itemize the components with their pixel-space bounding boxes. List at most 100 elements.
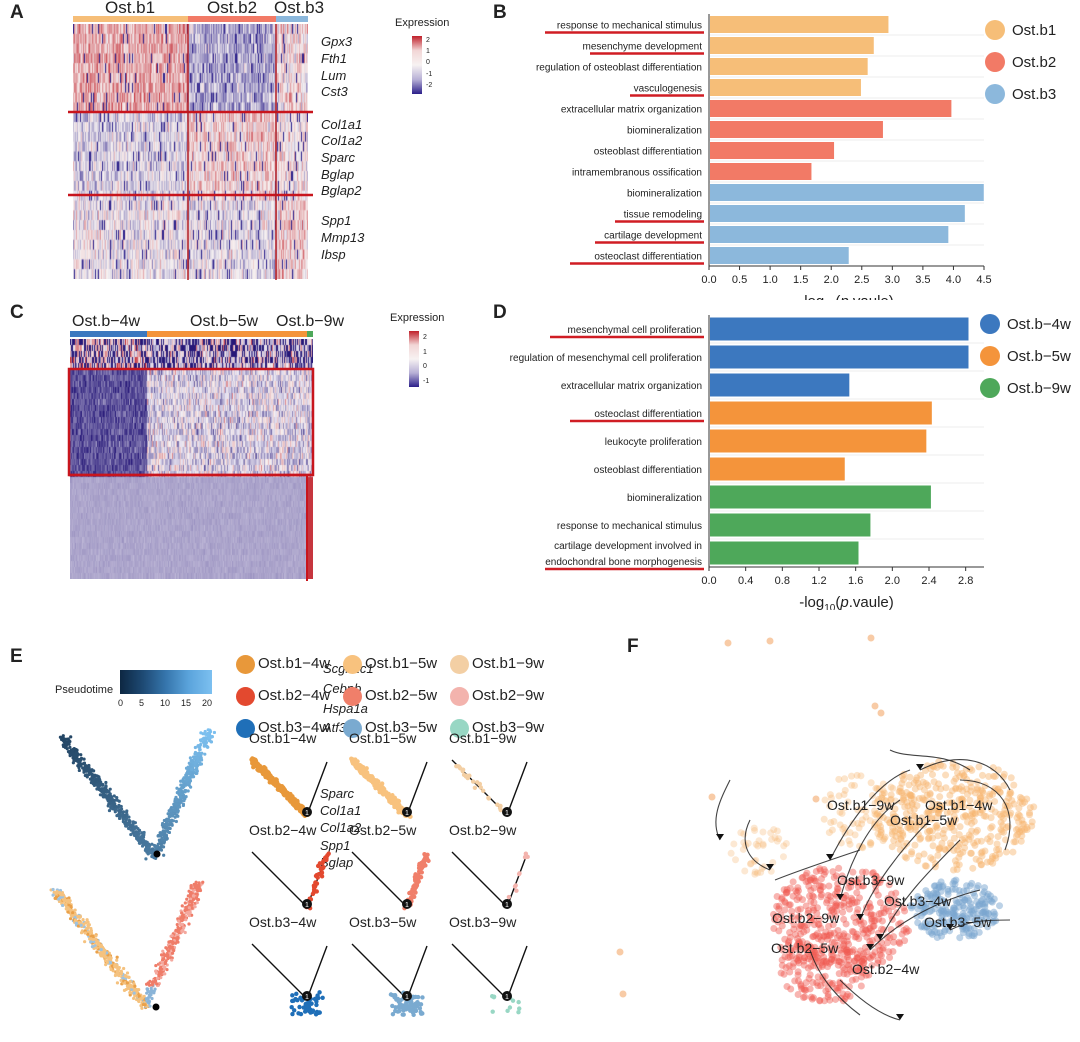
cell-point [875, 785, 883, 793]
cell-point [843, 961, 851, 969]
cell-point [810, 884, 818, 892]
cell-point [912, 819, 920, 827]
cell-point [84, 766, 88, 771]
cell-point [947, 817, 955, 825]
cell-point [798, 874, 806, 882]
cell-point [178, 927, 182, 931]
group-label-9w: Ost.b−9w [276, 313, 345, 330]
category-label: biomineralization [627, 493, 702, 504]
cell-point [935, 845, 943, 853]
cell-point [803, 948, 811, 956]
cell-point [807, 897, 815, 905]
cell-point [848, 772, 856, 780]
cell-point [290, 993, 295, 998]
cell-point [140, 1006, 144, 1010]
cell-point [178, 805, 182, 809]
cell-point [183, 788, 187, 793]
cell-point [103, 955, 108, 959]
cell-point [946, 839, 954, 847]
cell-point [978, 806, 986, 814]
cell-point [90, 944, 95, 949]
cell-point [950, 827, 958, 835]
cell-point [73, 918, 78, 922]
cell-point [797, 922, 805, 930]
cell-point [858, 868, 866, 876]
cell-point [949, 906, 957, 914]
cell-point [971, 810, 979, 818]
cell-point [996, 850, 1004, 858]
cell-point [797, 981, 805, 989]
cell-point [899, 829, 907, 837]
cell-point [926, 789, 934, 797]
cell-point [751, 827, 759, 835]
cell-point [877, 828, 885, 836]
cell-point [801, 954, 809, 962]
cell-point [893, 816, 901, 824]
cell-point [115, 958, 119, 962]
category-label: response to mechanical stimulus [557, 21, 702, 32]
cell-point [900, 792, 908, 800]
cell-point [156, 834, 160, 838]
cell-point [525, 854, 530, 860]
cell-point [906, 791, 914, 799]
cell-point [984, 923, 992, 931]
cell-point [193, 745, 197, 750]
cell-point [69, 735, 73, 739]
cell-point [856, 947, 864, 955]
cell-point [880, 796, 888, 804]
cell-point [919, 909, 927, 917]
cell-point [775, 835, 783, 843]
cell-point [780, 886, 788, 894]
cell-point [83, 940, 87, 944]
cell-point [778, 956, 786, 964]
cell-point [885, 907, 893, 915]
cell-point [834, 880, 842, 888]
cell-point [820, 932, 828, 940]
cell-point [76, 914, 80, 918]
cell-point [878, 794, 886, 802]
legend-label: Ost.b−4w [1007, 316, 1071, 333]
cell-point [506, 894, 512, 900]
cell-point [777, 911, 785, 919]
cell-point [857, 920, 865, 928]
cell-point [879, 958, 887, 966]
cell-point [70, 914, 75, 918]
cell-point [321, 858, 326, 864]
cell-point [991, 808, 999, 816]
cell-point [787, 985, 795, 993]
cell-point [923, 791, 931, 799]
cell-point [810, 948, 818, 956]
cell-point [835, 775, 843, 783]
cell-point [855, 959, 863, 967]
legend-marker [985, 84, 1005, 104]
cell-point [806, 892, 814, 900]
cell-point [163, 972, 167, 976]
cell-point [396, 999, 402, 1004]
cell-point [793, 889, 801, 897]
category-label: osteoclast differentiation [594, 409, 702, 420]
cell-point [909, 902, 917, 910]
cell-point [115, 795, 119, 800]
cell-point [946, 824, 954, 832]
cell-point [73, 912, 77, 916]
branch-node [153, 850, 161, 858]
cell-point [405, 1004, 410, 1009]
category-label: osteoblast differentiation [594, 147, 702, 158]
cell-point [802, 986, 810, 994]
cell-point [1001, 806, 1009, 814]
cell-point [880, 789, 888, 797]
cell-point [294, 991, 299, 997]
cell-point [952, 775, 960, 783]
cell-point [812, 867, 820, 875]
cell-point [480, 788, 486, 794]
legend-marker [980, 314, 1000, 334]
cell-point [179, 795, 183, 799]
cell-point [818, 947, 826, 955]
cell-point [803, 921, 811, 929]
cell-point [894, 840, 902, 848]
trajectory-plots: 1 1 11 1 11 1 1 [49, 728, 530, 1018]
cell-point [176, 930, 180, 934]
cell-point [866, 904, 874, 912]
cell-point [802, 902, 810, 910]
cell-point [871, 807, 879, 815]
